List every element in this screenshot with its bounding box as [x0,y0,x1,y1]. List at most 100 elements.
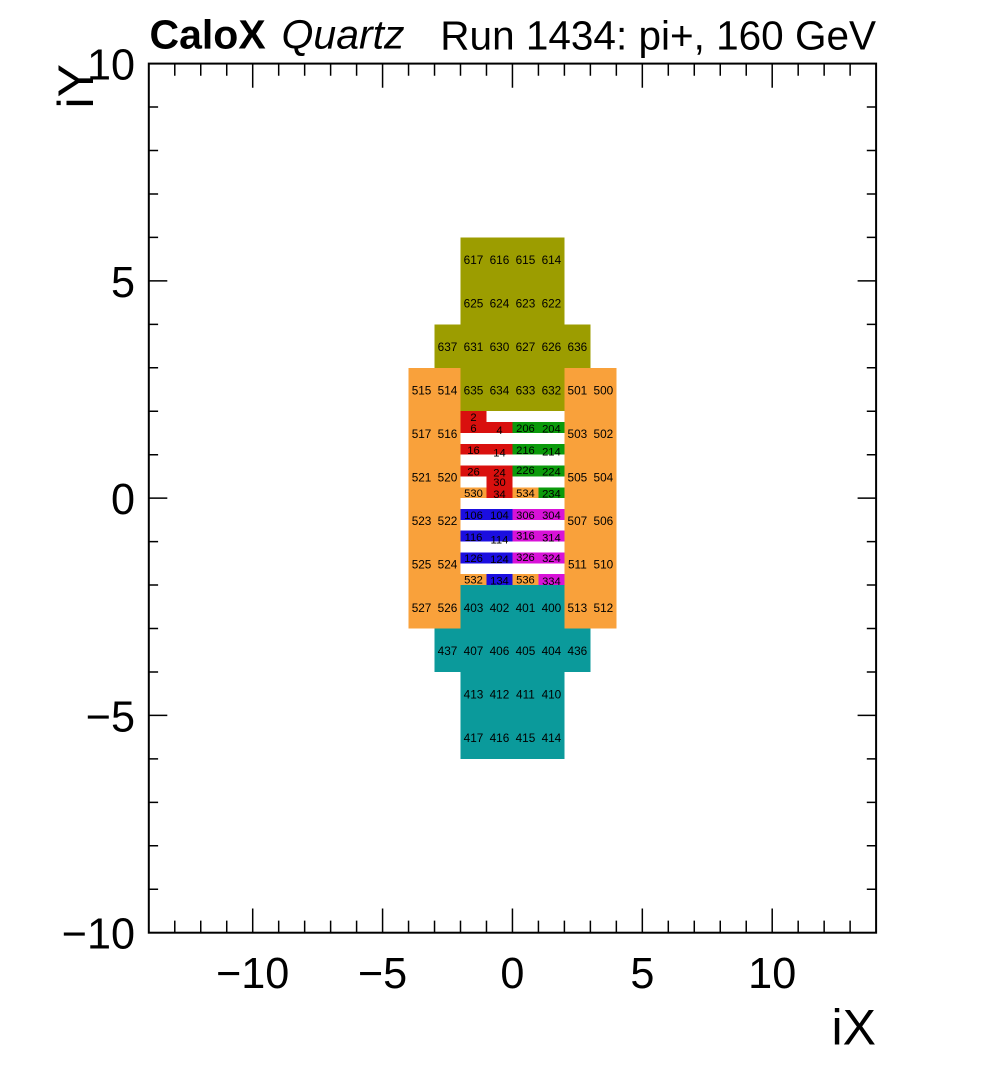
svg-text:2: 2 [470,412,476,424]
svg-text:504: 504 [594,470,614,484]
svg-text:106: 106 [464,510,483,522]
svg-text:CaloX: CaloX [150,12,266,58]
svg-text:532: 532 [464,575,483,587]
svg-text:204: 204 [542,424,561,436]
svg-text:525: 525 [412,557,432,571]
svg-text:626: 626 [542,340,562,354]
svg-text:334: 334 [542,576,561,588]
svg-text:−5: −5 [86,693,135,741]
svg-text:Quartz: Quartz [282,12,405,58]
svg-text:6: 6 [470,423,476,435]
svg-text:407: 407 [464,644,484,658]
svg-text:0: 0 [500,950,524,998]
svg-text:513: 513 [568,601,588,615]
svg-text:502: 502 [594,427,614,441]
svg-text:410: 410 [542,688,562,702]
svg-text:−10: −10 [62,911,135,959]
svg-text:614: 614 [542,253,562,267]
svg-text:5: 5 [111,259,135,307]
svg-text:622: 622 [542,297,562,311]
svg-text:515: 515 [412,384,432,398]
svg-text:417: 417 [464,731,484,745]
svg-text:506: 506 [594,514,614,528]
svg-text:16: 16 [467,445,479,457]
svg-text:iY: iY [48,64,104,108]
svg-text:−5: −5 [358,950,407,998]
svg-text:414: 414 [542,731,562,745]
svg-text:306: 306 [516,510,535,522]
svg-text:437: 437 [438,644,458,658]
svg-text:616: 616 [490,253,510,267]
svg-text:500: 500 [594,384,614,398]
svg-text:630: 630 [490,340,510,354]
svg-text:324: 324 [542,553,561,565]
svg-text:413: 413 [464,688,484,702]
svg-text:511: 511 [568,557,587,571]
svg-text:10: 10 [87,42,135,90]
svg-text:405: 405 [516,644,536,658]
svg-text:30: 30 [493,477,505,489]
svg-text:14: 14 [493,447,505,459]
svg-text:637: 637 [438,340,458,354]
svg-text:403: 403 [464,601,484,615]
svg-text:510: 510 [594,557,614,571]
svg-text:402: 402 [490,601,510,615]
svg-text:523: 523 [412,514,432,528]
svg-text:507: 507 [568,514,588,528]
svg-text:304: 304 [542,510,561,522]
svg-text:522: 522 [438,514,458,528]
svg-text:615: 615 [516,253,536,267]
svg-text:627: 627 [516,340,536,354]
svg-text:520: 520 [438,470,458,484]
svg-text:623: 623 [516,297,536,311]
svg-text:314: 314 [542,533,561,545]
svg-text:401: 401 [516,601,536,615]
svg-text:412: 412 [490,688,510,702]
svg-text:iX: iX [832,1000,876,1056]
svg-text:5: 5 [630,950,654,998]
svg-text:505: 505 [568,470,588,484]
svg-text:−10: −10 [216,950,289,998]
svg-text:134: 134 [490,575,509,587]
svg-text:4: 4 [496,425,502,437]
svg-text:521: 521 [412,470,432,484]
svg-text:104: 104 [490,510,509,522]
svg-text:636: 636 [568,340,588,354]
svg-text:226: 226 [516,465,535,477]
svg-text:526: 526 [438,601,458,615]
svg-text:126: 126 [464,553,483,565]
svg-text:406: 406 [490,644,510,658]
svg-text:124: 124 [490,554,509,566]
svg-text:436: 436 [568,644,588,658]
svg-text:206: 206 [516,423,535,435]
svg-text:634: 634 [490,384,510,398]
svg-text:501: 501 [568,384,588,398]
svg-text:24: 24 [493,468,505,480]
svg-text:625: 625 [464,297,484,311]
svg-text:524: 524 [438,557,458,571]
svg-text:26: 26 [467,466,479,478]
svg-text:517: 517 [412,427,432,441]
svg-text:530: 530 [464,488,483,500]
svg-text:415: 415 [516,731,536,745]
svg-text:514: 514 [438,384,458,398]
svg-text:404: 404 [542,644,562,658]
svg-text:326: 326 [516,552,535,564]
svg-text:10: 10 [748,950,796,998]
svg-text:234: 234 [542,488,561,500]
svg-text:527: 527 [412,601,432,615]
svg-text:316: 316 [516,531,535,543]
svg-text:0: 0 [111,476,135,524]
svg-text:632: 632 [542,384,562,398]
svg-text:224: 224 [542,467,561,479]
svg-text:624: 624 [490,297,510,311]
svg-text:216: 216 [516,445,535,457]
svg-text:400: 400 [542,601,562,615]
svg-text:116: 116 [465,532,483,544]
svg-text:512: 512 [594,601,614,615]
svg-text:114: 114 [491,534,509,546]
svg-text:635: 635 [464,384,484,398]
svg-text:411: 411 [516,688,535,702]
svg-text:633: 633 [516,384,536,398]
svg-text:534: 534 [516,488,535,500]
